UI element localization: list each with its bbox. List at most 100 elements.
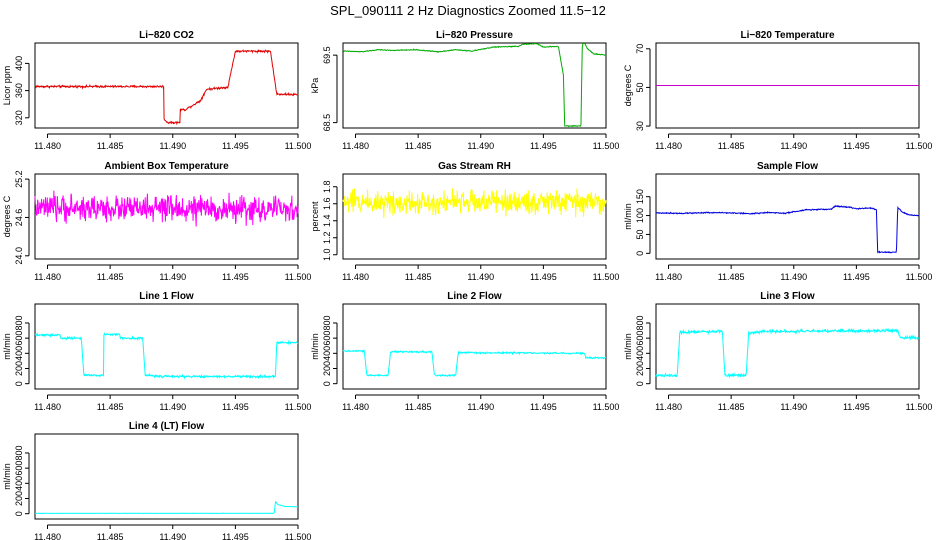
y-axis-label: ml/min <box>623 333 633 360</box>
y-axis-label: kPa <box>310 78 320 94</box>
panel-8: Line 2 Flow 11.480 11.485 11.490 11.495 11.50… <box>310 291 619 412</box>
main-title: SPL_090111 2 Hz Diagnostics Zoomed 11.5−… <box>330 3 606 18</box>
y-tick-label: 1.6 <box>322 197 332 210</box>
x-tick-label: 11.500 <box>593 141 620 151</box>
x-tick-label: 11.480 <box>655 402 682 412</box>
y-tick-label: 800 <box>14 315 24 330</box>
y-tick-label: 0 <box>322 381 332 386</box>
panel-2: Li−820 Pressure 11.480 11.485 11.490 11.495 1… <box>310 30 619 151</box>
panel-7: Line 1 Flow 11.480 11.485 11.490 11.495 11.50… <box>2 291 311 412</box>
x-tick-label: 11.495 <box>222 532 249 540</box>
y-tick-label: 800 <box>635 315 645 330</box>
x-tick-label: 11.480 <box>34 141 61 151</box>
plot-frame <box>342 303 607 390</box>
y-tick-label: 360 <box>14 83 24 98</box>
series-line <box>342 188 607 218</box>
x-tick-label: 11.490 <box>780 402 807 412</box>
series-line <box>34 190 299 227</box>
panel-1: Li−820 CO2 11.480 11.485 11.490 11.495 11.500… <box>2 30 311 151</box>
y-tick-label: 0 <box>14 511 24 516</box>
y-tick-label: 600 <box>14 461 24 476</box>
y-tick-label: 200 <box>14 491 24 506</box>
x-tick-label: 11.490 <box>780 272 807 282</box>
x-tick-label: 11.500 <box>906 402 933 412</box>
x-tick-label: 11.500 <box>593 402 620 412</box>
panel-5: Gas Stream RH 11.480 11.485 11.490 11.495 11.… <box>310 161 619 282</box>
panel-title: Li−820 CO2 <box>139 30 194 41</box>
panel-3: Li−820 Temperature 11.480 11.485 11.490 11.4… <box>623 30 932 151</box>
x-tick-label: 11.495 <box>222 402 249 412</box>
x-tick-label: 11.490 <box>780 141 807 151</box>
x-tick-label: 11.480 <box>655 141 682 151</box>
y-tick-label: 320 <box>14 110 24 125</box>
x-tick-label: 11.495 <box>530 402 557 412</box>
y-tick-label: 800 <box>14 445 24 460</box>
plot-frame <box>342 173 607 260</box>
y-tick-label: 200 <box>322 361 332 376</box>
x-tick-label: 11.485 <box>405 402 432 412</box>
y-tick-label: 400 <box>14 346 24 361</box>
y-tick-label: 400 <box>14 56 24 71</box>
y-tick-label: 0 <box>635 381 645 386</box>
y-tick-label: 200 <box>14 361 24 376</box>
x-tick-label: 11.490 <box>467 141 494 151</box>
series-line <box>342 42 607 128</box>
plot-frame <box>655 303 920 390</box>
y-tick-label: 800 <box>322 315 332 330</box>
x-tick-label: 11.500 <box>593 272 620 282</box>
x-tick-label: 11.485 <box>97 272 124 282</box>
y-tick-label: 400 <box>14 476 24 491</box>
panel-title: Li−820 Temperature <box>740 30 834 41</box>
x-tick-label: 11.490 <box>159 272 186 282</box>
y-tick-label: 68.5 <box>322 114 332 132</box>
x-tick-label: 11.485 <box>405 141 432 151</box>
x-tick-label: 11.490 <box>159 532 186 540</box>
x-tick-label: 11.485 <box>97 402 124 412</box>
x-tick-label: 11.480 <box>34 402 61 412</box>
plot-frame <box>655 173 920 260</box>
x-tick-label: 11.500 <box>906 141 933 151</box>
y-axis-label: Licor ppm <box>2 66 12 106</box>
y-axis-label: ml/min <box>623 203 633 230</box>
panel-title: Line 1 Flow <box>139 291 194 302</box>
x-tick-label: 11.500 <box>906 272 933 282</box>
series-line <box>655 204 920 254</box>
panel-title: Line 2 Flow <box>447 291 502 302</box>
y-tick-label: 600 <box>635 331 645 346</box>
x-tick-label: 11.485 <box>97 141 124 151</box>
y-tick-label: 600 <box>14 331 24 346</box>
panel-title: Li−820 Pressure <box>436 30 513 41</box>
y-tick-label: 400 <box>635 346 645 361</box>
y-tick-label: 50 <box>635 229 645 239</box>
y-tick-label: 100 <box>635 208 645 223</box>
x-tick-label: 11.485 <box>718 402 745 412</box>
x-tick-label: 11.485 <box>405 272 432 282</box>
x-tick-label: 11.500 <box>285 141 312 151</box>
x-tick-label: 11.480 <box>342 141 369 151</box>
x-tick-label: 11.480 <box>342 402 369 412</box>
x-tick-label: 11.495 <box>222 272 249 282</box>
panel-title: Line 4 (LT) Flow <box>129 421 205 432</box>
plot-frame <box>342 42 607 129</box>
x-tick-label: 11.485 <box>718 272 745 282</box>
plot-frame <box>34 303 299 390</box>
panel-title: Sample Flow <box>757 161 818 172</box>
x-tick-label: 11.490 <box>467 272 494 282</box>
y-axis-label: degrees C <box>623 64 633 106</box>
y-tick-label: 24.0 <box>14 247 24 265</box>
y-tick-label: 600 <box>322 331 332 346</box>
y-axis-label: percent <box>310 201 320 232</box>
y-tick-label: 1.0 <box>322 248 332 261</box>
series-line <box>655 327 920 379</box>
plot-frame <box>34 173 299 260</box>
panel-10: Line 4 (LT) Flow 11.480 11.485 11.490 11.495… <box>2 421 311 540</box>
y-tick-label: 200 <box>635 361 645 376</box>
x-tick-label: 11.490 <box>467 402 494 412</box>
x-tick-label: 11.490 <box>159 402 186 412</box>
y-axis-label: ml/min <box>2 333 12 360</box>
x-tick-label: 11.480 <box>655 272 682 282</box>
y-tick-label: 0 <box>635 251 645 256</box>
y-tick-label: 1.4 <box>322 214 332 227</box>
x-tick-label: 11.490 <box>159 141 186 151</box>
series-line <box>342 349 607 378</box>
